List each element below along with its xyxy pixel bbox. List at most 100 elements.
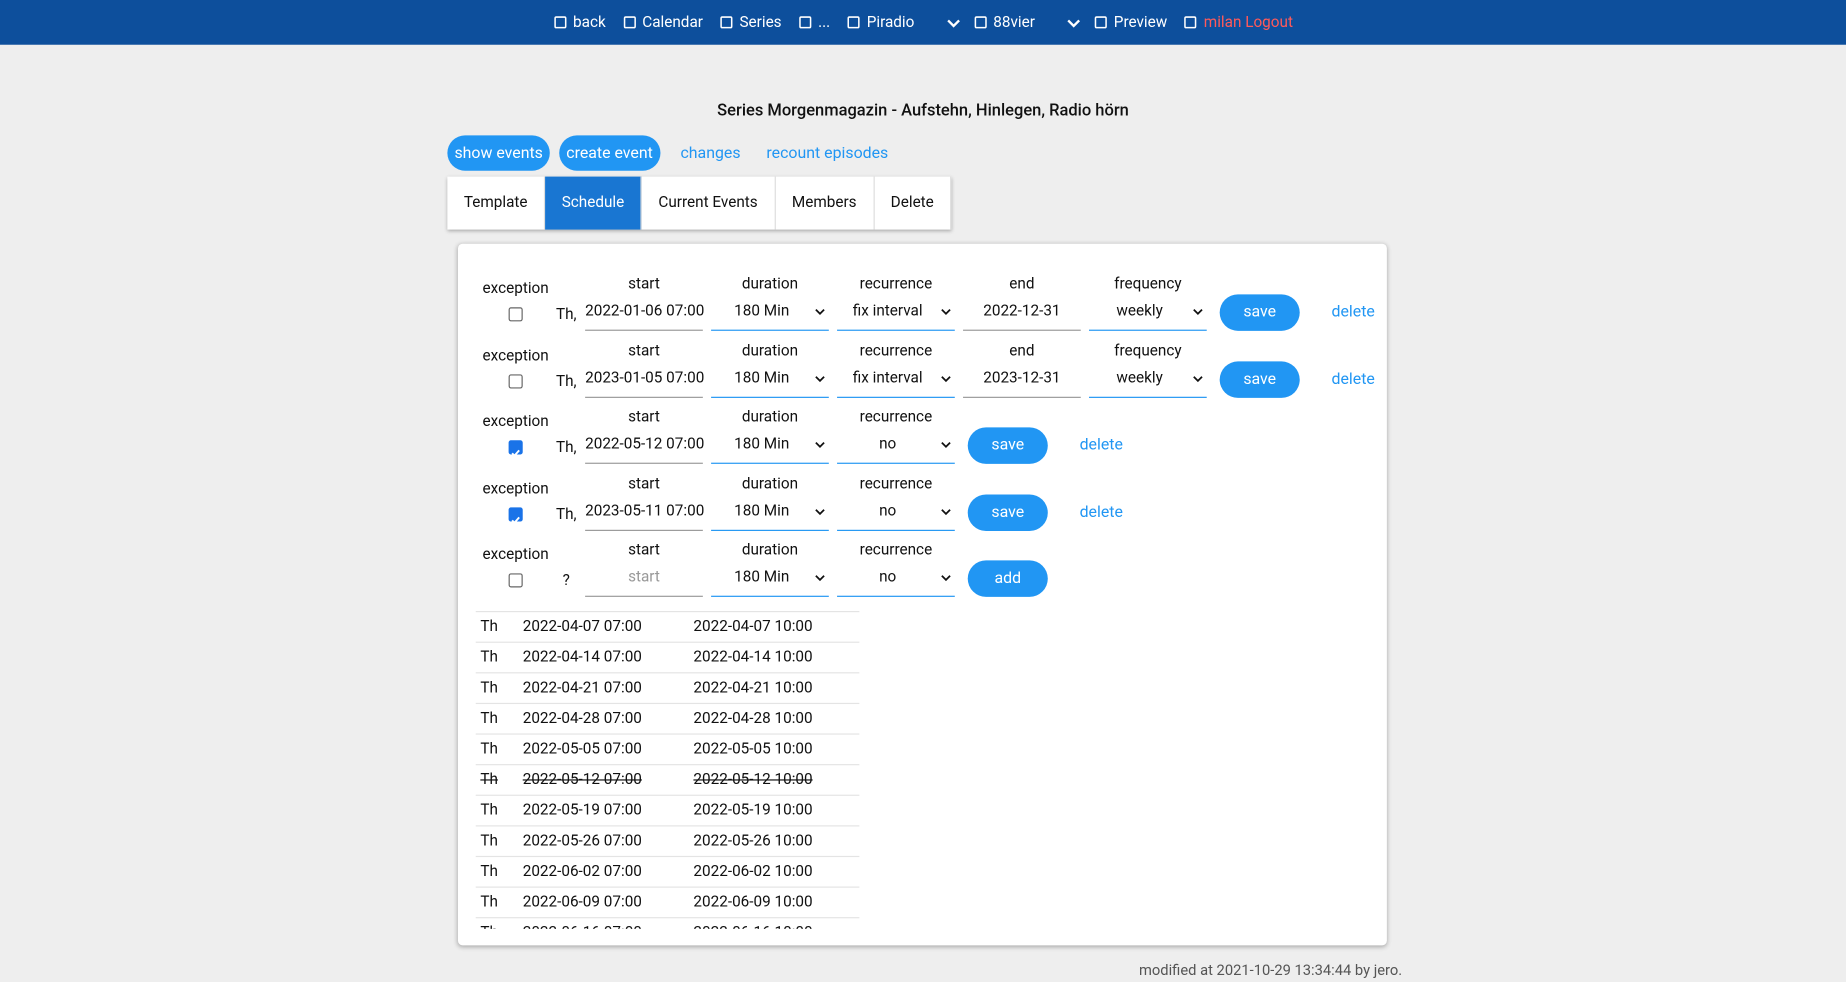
field-label: recurrence [859, 475, 933, 493]
exception-checkbox[interactable] [508, 506, 523, 524]
action-link[interactable]: recount episodes [766, 143, 889, 163]
row-button[interactable]: save [1219, 360, 1300, 398]
nav-dropdown [946, 16, 960, 28]
event-day: Th [480, 862, 498, 881]
nav-label: Piradio [866, 13, 915, 32]
event-row: Th 2022-05-05 07:00 2022-05-05 10:00 [475, 733, 860, 765]
exception-checkbox[interactable] [508, 373, 523, 388]
exception-checkbox[interactable] [508, 307, 523, 322]
field-value: 180 Min [734, 568, 790, 587]
nav-label: Preview [1113, 13, 1168, 32]
event-end: 2022-05-19 10:00 [693, 801, 813, 820]
chevron-icon [941, 375, 951, 382]
chevron-icon [941, 442, 951, 449]
tab[interactable]: Template [447, 176, 546, 230]
field-label: end [1009, 342, 1035, 360]
field-value: no [879, 502, 897, 520]
weekday: Th, [555, 439, 577, 457]
footer: modified at 2021-10-29 13:34:44 by jero. [1139, 961, 1403, 980]
tab[interactable]: Delete [874, 176, 952, 230]
nav-item[interactable]: Series [719, 14, 782, 31]
row-button[interactable]: add [967, 560, 1048, 597]
row-button[interactable]: save [967, 427, 1048, 464]
chevron-icon [815, 309, 825, 315]
schedule-row: exception Th, start 2022-01-06 07:00 duratio… [0, 271, 1846, 337]
select-field[interactable]: no [837, 494, 955, 531]
schedule-row: exception Th, start 2023-05-11 07:00 duratio… [0, 470, 1846, 536]
delete-link[interactable]: delete [1079, 435, 1123, 455]
row-button[interactable]: save [967, 493, 1048, 531]
exception-checkbox[interactable] [508, 440, 523, 457]
text-field[interactable]: start [585, 560, 703, 597]
chevron-icon [815, 375, 825, 382]
text-field[interactable]: 2022-12-31 [963, 294, 1081, 331]
select-field[interactable]: fix interval [837, 294, 955, 331]
delete-link[interactable]: delete [1079, 502, 1123, 521]
select-field[interactable]: fix interval [837, 361, 955, 398]
nav-item[interactable]: 88vier [973, 14, 1081, 31]
event-end: 2022-06-02 10:00 [693, 862, 813, 881]
action-button[interactable]: show events [447, 135, 550, 171]
nav-user[interactable]: milan Logout [1184, 13, 1293, 32]
chevron-icon [1193, 309, 1203, 315]
nav-dropdown [1067, 16, 1081, 28]
event-start: 2022-06-02 07:00 [522, 862, 642, 881]
field-value: fix interval [852, 369, 923, 387]
nav-icon [799, 16, 812, 29]
select-field[interactable]: 180 Min [711, 560, 829, 597]
exception-label: exception [482, 413, 549, 431]
delete-link[interactable]: delete [1331, 369, 1375, 388]
action-button[interactable]: create event [559, 135, 660, 171]
field-value: no [879, 435, 897, 454]
field-label: duration [741, 275, 799, 294]
field-label: duration [741, 475, 799, 493]
select-field[interactable]: 180 Min [711, 361, 829, 398]
text-field[interactable]: 2023-01-05 07:00 [585, 361, 704, 398]
check-icon [511, 516, 520, 524]
delete-link[interactable]: delete [1331, 302, 1375, 322]
tab[interactable]: Members [775, 176, 875, 230]
field-label: recurrence [859, 342, 933, 360]
logout-label: milan Logout [1203, 13, 1293, 32]
nav-icon [554, 16, 567, 29]
exception-label: exception [482, 346, 549, 365]
field-value: 180 Min [734, 502, 790, 520]
nav-item[interactable]: Piradio [847, 13, 960, 32]
select-field[interactable]: 180 Min [711, 494, 829, 531]
row-button[interactable]: save [1219, 294, 1300, 331]
select-field[interactable]: no [837, 560, 955, 597]
schedule-row: exception Th, start 2022-05-12 07:00 duratio… [0, 404, 1846, 470]
nav-item[interactable]: ... [798, 14, 830, 31]
card [457, 243, 1387, 946]
text-field[interactable]: 2023-05-11 07:00 [585, 494, 704, 531]
exception-checkbox[interactable] [508, 573, 523, 588]
select-field[interactable]: 180 Min [711, 294, 829, 331]
select-field[interactable]: weekly [1089, 361, 1207, 398]
event-row: Th 2022-05-26 07:00 2022-05-26 10:00 [475, 825, 860, 857]
nav-icon [623, 16, 636, 29]
event-day: Th [480, 918, 498, 929]
event-end: 2022-05-05 10:00 [693, 740, 813, 759]
text-field[interactable]: 2022-05-12 07:00 [585, 427, 704, 464]
tab[interactable]: Current Events [642, 176, 776, 230]
event-start: 2022-04-28 07:00 [522, 709, 642, 728]
nav-item[interactable]: Preview [1094, 13, 1168, 32]
field-label: start [628, 475, 660, 493]
action-link[interactable]: changes [680, 143, 741, 163]
event-start: 2022-06-16 07:00 [523, 918, 642, 929]
event-start: 2022-06-09 07:00 [522, 893, 642, 912]
select-field[interactable]: weekly [1089, 294, 1207, 331]
nav-item[interactable]: Calendar [622, 14, 703, 31]
select-field[interactable]: no [837, 427, 955, 464]
event-row: Th 2022-06-16 07:00 2022-06-16 10:00 [475, 917, 860, 929]
text-field[interactable]: 2023-12-31 [963, 361, 1081, 398]
event-row: Th 2022-05-19 07:00 2022-05-19 10:00 [475, 794, 860, 827]
event-day: Th [480, 832, 498, 851]
nav-item[interactable]: back [553, 14, 606, 31]
tab-bar: Template Schedule Current Events Members Del… [447, 176, 952, 230]
event-start: 2022-05-19 07:00 [522, 801, 642, 820]
text-field[interactable]: 2022-01-06 07:00 [585, 294, 704, 331]
tab[interactable]: Schedule [545, 176, 642, 230]
select-field[interactable]: 180 Min [711, 427, 829, 464]
